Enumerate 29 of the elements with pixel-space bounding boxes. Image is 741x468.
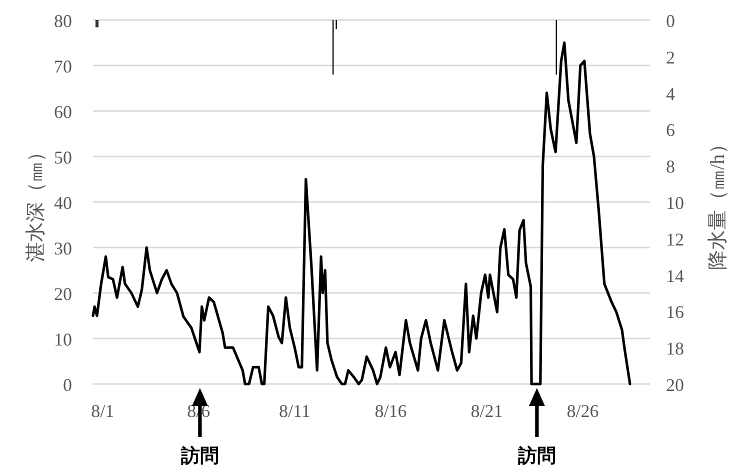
y2-tick-label: 0 <box>666 11 675 31</box>
y2-tick-label: 12 <box>666 229 684 250</box>
y2-tick-label: 6 <box>666 120 675 140</box>
y2-tick-label: 16 <box>666 302 684 322</box>
x-tick-label: 8/1 <box>91 401 114 421</box>
y-tick-label: 80 <box>54 11 72 31</box>
y-tick-label: 60 <box>54 102 72 122</box>
x-tick-label: 8/16 <box>374 401 407 421</box>
y-tick-label: 10 <box>54 330 72 350</box>
y2-tick-label: 4 <box>666 84 675 104</box>
y2-tick-label: 20 <box>666 375 684 395</box>
y2-tick-label: 8 <box>666 156 675 177</box>
y-tick-label: 70 <box>54 56 72 76</box>
y2-tick-label: 14 <box>666 266 684 286</box>
y-axis-title: 湛水深（㎜） <box>25 142 47 262</box>
text: 訪問 <box>516 445 556 467</box>
x-tick-label: 8/26 <box>566 401 599 421</box>
x-tick-label: 8/11 <box>279 401 310 421</box>
text: 訪問 <box>180 445 219 467</box>
y2-tick-label: 10 <box>666 193 684 213</box>
y-tick-label: 50 <box>54 148 72 168</box>
y-tick-label: 20 <box>54 284 72 304</box>
x-tick-label: 8/21 <box>470 401 503 421</box>
y2-axis-title: 降水量（㎜/h） <box>707 134 729 270</box>
y-tick-label: 0 <box>63 375 72 395</box>
y2-tick-label: 18 <box>666 338 684 359</box>
y-tick-label: 40 <box>54 193 72 213</box>
y-tick-label: 30 <box>54 238 72 258</box>
y2-tick-label: 2 <box>666 47 675 68</box>
